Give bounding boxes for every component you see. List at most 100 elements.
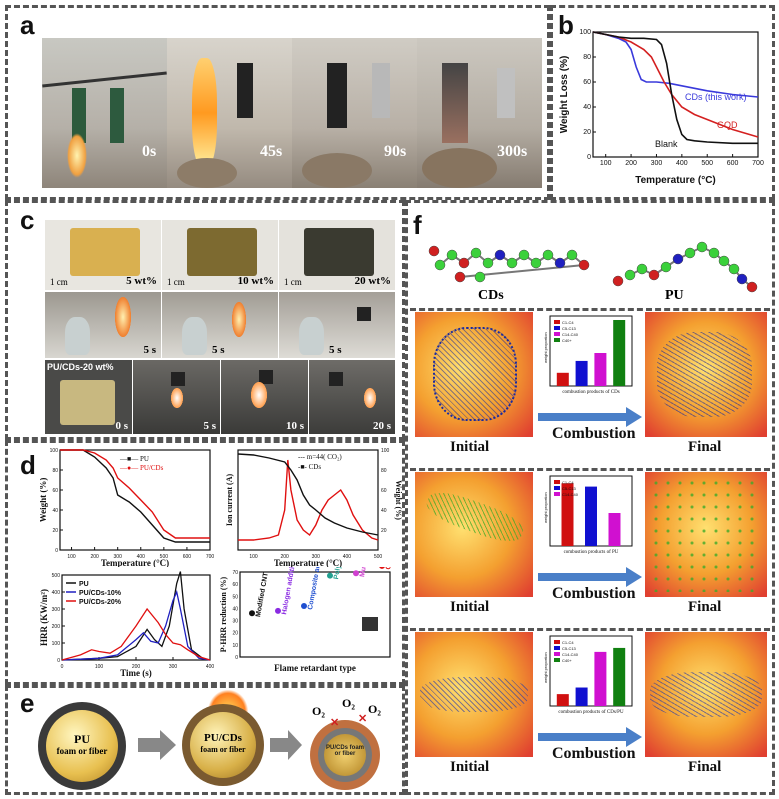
y-tick-label: 0 — [57, 658, 60, 664]
legend-label: C1-C4 — [562, 640, 574, 645]
y-tick-label: 20 — [583, 129, 591, 136]
y-tick-label: 400 — [52, 590, 61, 596]
loading-5wt: 5 wt% — [126, 275, 157, 287]
y-tick-label: 40 — [52, 508, 58, 514]
combustion-arrow-icon — [538, 407, 642, 427]
atom — [736, 273, 748, 285]
burn-row3-10s: 10 s — [221, 360, 308, 434]
x-tick-label: 400 — [206, 664, 215, 670]
atom — [446, 249, 458, 261]
atom — [518, 249, 530, 261]
series-line-2 — [592, 31, 758, 145]
y-tick-label: 300 — [52, 607, 61, 613]
combustion-arrow-icon — [538, 567, 642, 587]
flame-time-5wt: 5 s — [143, 344, 156, 356]
series-line-1 — [237, 453, 379, 536]
y-tick-label: 10 — [232, 643, 238, 649]
o2-label: O₂ — [342, 696, 355, 710]
x-tick-label: 300 — [114, 554, 123, 560]
y-tick-label: 500 — [52, 573, 61, 579]
x-axis-title: Time (s) — [120, 668, 152, 678]
row3-time-10: 10 s — [285, 420, 304, 432]
atom — [660, 261, 672, 273]
y-tick-label: 60 — [583, 79, 591, 86]
panel-e-frame — [5, 685, 405, 795]
category-label: Modified CNT — [255, 571, 270, 617]
bar-caption: combustion products of PU — [564, 550, 619, 555]
atom — [542, 249, 554, 261]
x-tick-label: 100 — [67, 554, 76, 560]
bar — [608, 513, 621, 546]
legend-pucds: —●— PU/CDs — [119, 464, 164, 472]
bar-ylabel: weight proportion — [543, 652, 548, 683]
pu-sub: foam or fiber — [56, 746, 108, 756]
combustion-fragments — [650, 672, 762, 717]
series-line-1 — [61, 589, 211, 661]
bar — [556, 694, 569, 706]
combustion-label: Combustion — [552, 585, 636, 602]
panel-c-frame — [5, 200, 405, 440]
atom — [494, 249, 506, 261]
legend-label: C40+ — [562, 658, 572, 663]
legend-swatch — [554, 480, 560, 484]
atom — [482, 257, 494, 269]
legend-swatch — [554, 486, 560, 490]
x-tick-label: 100 — [95, 664, 104, 670]
data-point — [249, 610, 255, 617]
y-tick-label: 100 — [579, 29, 591, 36]
atom — [718, 255, 730, 267]
legend-label: C1-C4 — [562, 320, 574, 325]
combustion-arrow-icon — [538, 727, 642, 747]
char-core — [324, 734, 366, 776]
mol-label-pu: PU — [665, 288, 684, 303]
o2-label: O₂ — [312, 704, 325, 718]
x-tick-label: 300 — [312, 554, 321, 560]
foam-5wt: 1 cm 5 wt% — [45, 220, 161, 290]
plot-frame — [239, 571, 391, 658]
panel-e-label: e — [20, 688, 35, 718]
legend-co2: --- m=44( CO₂) — [298, 453, 342, 461]
y-tick-label: 80 — [52, 468, 58, 474]
initial-label: Initial — [450, 599, 490, 615]
legend-swatch — [554, 640, 560, 644]
data-point — [301, 603, 307, 609]
panel-d-label: d — [20, 450, 36, 480]
x-tick-label: 500 — [160, 554, 169, 560]
molecular-chain — [422, 485, 528, 549]
legend-label: C14-C40 — [562, 652, 579, 657]
panel-d-frame — [5, 440, 405, 685]
bar — [561, 483, 574, 546]
legend-cds: -■- CDs — [298, 463, 321, 471]
atom — [578, 259, 590, 271]
x-tick-label: 300 — [651, 160, 663, 167]
mol-label-cds: CDs — [478, 288, 504, 303]
x-tick-label: 200 — [90, 554, 99, 560]
sim-box-initial — [415, 472, 533, 597]
atom — [506, 257, 518, 269]
y-axis-title: Weight (%) — [40, 478, 48, 523]
series-line-2 — [61, 607, 211, 661]
legend-0: PU — [79, 581, 89, 588]
panel-f-label: f — [413, 210, 422, 240]
atom — [636, 263, 648, 275]
row3-time-5: 5 s — [203, 420, 216, 432]
atom — [530, 257, 542, 269]
x-tick-label: 200 — [132, 664, 141, 670]
bar-caption: combustion products of CDs/PU — [558, 710, 624, 715]
arrow-head-icon — [160, 730, 176, 760]
loading-20wt: 20 wt% — [354, 275, 391, 287]
atom — [672, 253, 684, 265]
y-tick-label: 100 — [52, 641, 61, 647]
x-tick-label: 300 — [169, 664, 178, 670]
sim-box-final — [645, 632, 767, 757]
final-label: Final — [688, 599, 722, 615]
row3-time-0: 0 s — [115, 420, 128, 432]
ion-current-chart: 100 200 300 400 500 20 40 60 80 100 Temperature (°… — [225, 448, 403, 567]
burn-photo-90s — [292, 38, 417, 188]
series-line-1 — [60, 449, 210, 539]
burn-photo-45s — [167, 38, 292, 188]
legend-1: PU/CDs-10% — [79, 590, 122, 597]
burn-photo-0s — [42, 38, 167, 188]
legend-swatch — [554, 326, 560, 330]
atom — [624, 269, 636, 281]
